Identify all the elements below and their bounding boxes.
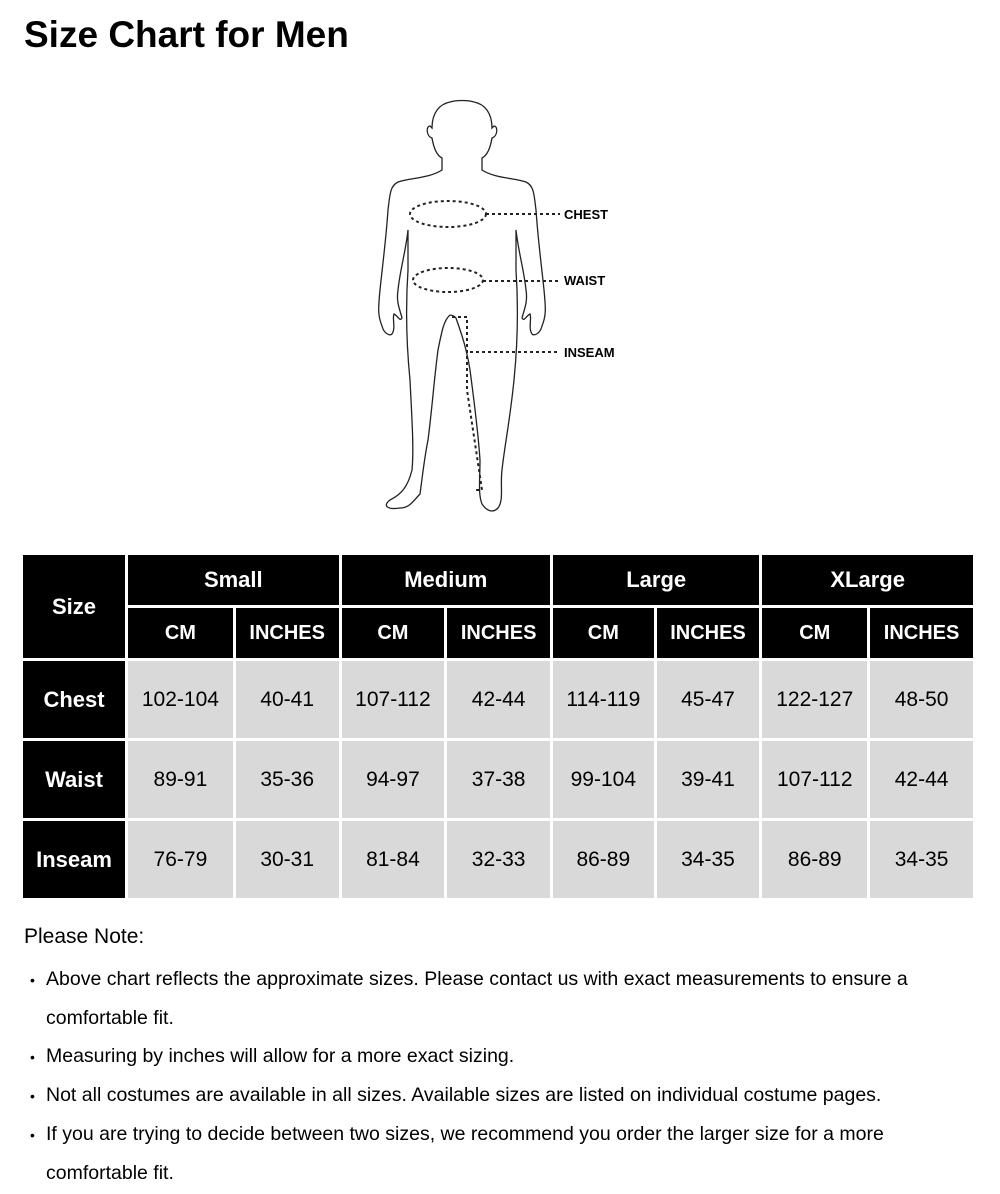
- table-cell: 107-112: [762, 741, 868, 818]
- table-cell: 37-38: [447, 741, 551, 818]
- chest-label: CHEST: [564, 207, 608, 222]
- body-measurement-figure: CHEST WAIST INSEAM: [378, 99, 615, 512]
- notes-list: Above chart reflects the approximate siz…: [30, 960, 980, 1192]
- table-cell: 81-84: [341, 821, 445, 898]
- cm-header: CM: [128, 608, 233, 658]
- table-cell: 40-41: [235, 661, 339, 738]
- table-cell: 34-35: [870, 821, 973, 898]
- table-cell: 45-47: [656, 661, 760, 738]
- table-cell: 32-33: [447, 821, 551, 898]
- table-cell: 34-35: [656, 821, 760, 898]
- table-cell: 89-91: [128, 741, 233, 818]
- table-cell: 76-79: [128, 821, 233, 898]
- row-label: Chest: [23, 661, 125, 738]
- table-cell: 102-104: [128, 661, 233, 738]
- table-row: Inseam 76-79 30-31 81-84 32-33 86-89 34-35 86-8…: [23, 821, 973, 898]
- row-label: Inseam: [23, 821, 125, 898]
- table-cell: 35-36: [235, 741, 339, 818]
- table-cell: 48-50: [870, 661, 973, 738]
- size-large-header: Large: [553, 555, 760, 605]
- size-xlarge-header: XLarge: [762, 555, 973, 605]
- table-cell: 42-44: [447, 661, 551, 738]
- body-outline: [378, 99, 546, 512]
- size-small-header: Small: [128, 555, 339, 605]
- inches-header: INCHES: [235, 608, 339, 658]
- waist-label: WAIST: [564, 273, 605, 288]
- table-cell: 30-31: [235, 821, 339, 898]
- cm-header: CM: [553, 608, 654, 658]
- table-cell: 114-119: [553, 661, 654, 738]
- size-table: Size Small Medium Large XLarge CM INCHES C…: [20, 552, 976, 901]
- table-cell: 42-44: [870, 741, 973, 818]
- table-cell: 86-89: [553, 821, 654, 898]
- cm-header: CM: [341, 608, 445, 658]
- inches-header: INCHES: [447, 608, 551, 658]
- table-cell: 107-112: [341, 661, 445, 738]
- table-cell: 86-89: [762, 821, 868, 898]
- note-item: Above chart reflects the approximate siz…: [30, 960, 980, 1037]
- size-header: Size: [23, 555, 125, 658]
- cm-header: CM: [762, 608, 868, 658]
- table-cell: 39-41: [656, 741, 760, 818]
- inseam-label: INSEAM: [564, 345, 615, 360]
- size-medium-header: Medium: [341, 555, 551, 605]
- inches-header: INCHES: [870, 608, 973, 658]
- note-item: Not all costumes are available in all si…: [30, 1076, 980, 1115]
- table-cell: 94-97: [341, 741, 445, 818]
- table-cell: 99-104: [553, 741, 654, 818]
- page-title: Size Chart for Men: [24, 14, 349, 55]
- measurement-lines: [409, 200, 560, 491]
- notes-heading: Please Note:: [24, 925, 145, 948]
- row-label: Waist: [23, 741, 125, 818]
- table-cell: 122-127: [762, 661, 868, 738]
- note-item: Measuring by inches will allow for a mor…: [30, 1037, 980, 1076]
- table-row: Waist 89-91 35-36 94-97 37-38 99-104 39-41 107-…: [23, 741, 973, 818]
- note-item: If you are trying to decide between two …: [30, 1115, 980, 1192]
- inches-header: INCHES: [656, 608, 760, 658]
- table-row: Chest 102-104 40-41 107-112 42-44 114-119 45-4…: [23, 661, 973, 738]
